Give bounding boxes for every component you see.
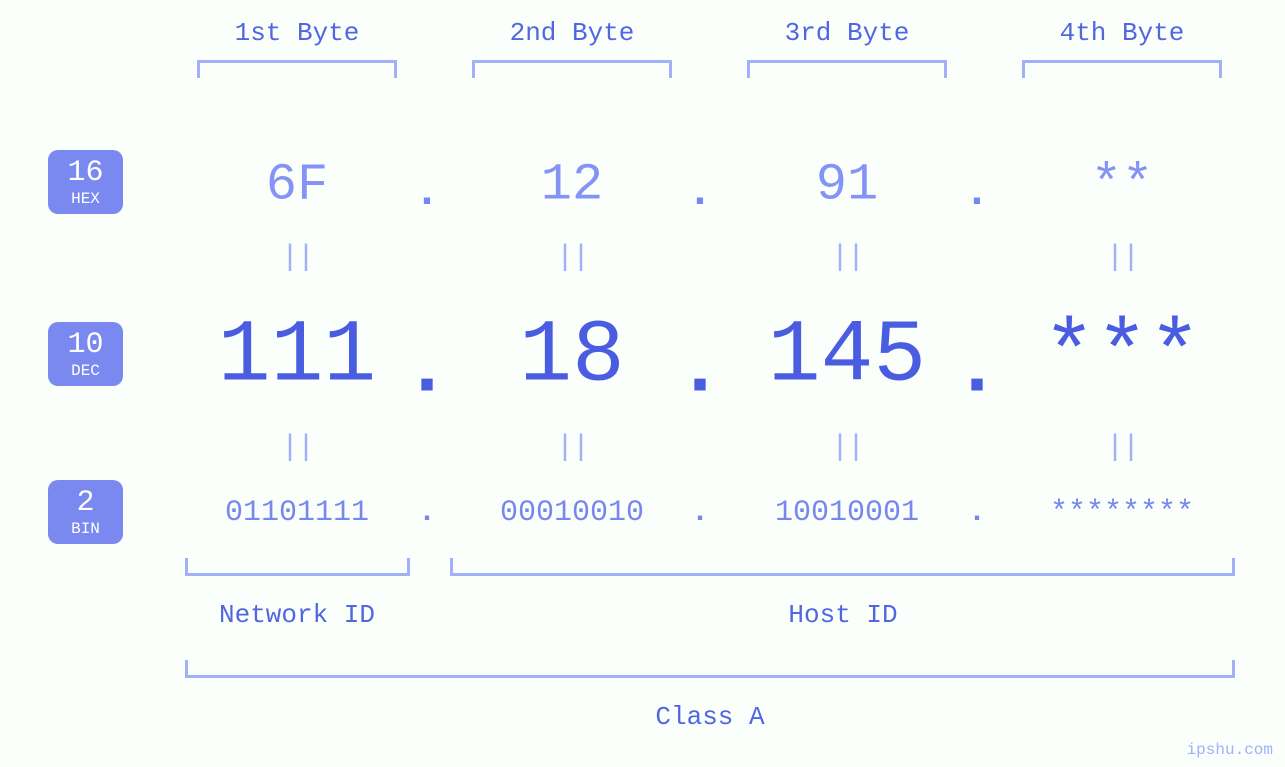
bin-byte-4: ******** — [1050, 496, 1194, 530]
badge-dec-name: DEC — [48, 362, 123, 380]
hex-dot-1: . — [414, 168, 440, 218]
eq-icon: || — [556, 241, 588, 275]
network-id-label: Network ID — [219, 600, 375, 630]
hex-dot-3: . — [964, 168, 990, 218]
dec-byte-3: 145 — [768, 308, 926, 407]
byte-label-4: 4th Byte — [1060, 18, 1185, 48]
hex-byte-3: 91 — [816, 156, 878, 215]
host-id-label: Host ID — [788, 600, 897, 630]
bin-byte-1: 01101111 — [225, 496, 369, 530]
badge-dec-num: 10 — [48, 330, 123, 360]
bin-byte-3: 10010001 — [775, 496, 919, 530]
hex-dot-2: . — [687, 168, 713, 218]
eq-icon: || — [831, 241, 863, 275]
top-bracket-1 — [197, 60, 397, 78]
hex-byte-2: 12 — [541, 156, 603, 215]
bin-dot-2: . — [691, 496, 709, 530]
badge-hex: 16 HEX — [48, 150, 123, 214]
badge-hex-num: 16 — [48, 158, 123, 188]
eq-icon: || — [556, 431, 588, 465]
dec-dot-1: . — [403, 325, 451, 416]
badge-hex-name: HEX — [48, 190, 123, 208]
watermark: ipshu.com — [1187, 741, 1273, 759]
badge-bin-name: BIN — [48, 520, 123, 538]
class-bracket — [185, 660, 1235, 678]
dec-byte-1: 111 — [218, 308, 376, 407]
ip-diagram: 1st Byte 2nd Byte 3rd Byte 4th Byte 16 H… — [0, 0, 1285, 767]
dec-dot-2: . — [676, 325, 724, 416]
host-id-bracket — [450, 558, 1235, 576]
badge-bin-num: 2 — [48, 488, 123, 518]
class-label: Class A — [655, 702, 764, 732]
top-bracket-3 — [747, 60, 947, 78]
hex-byte-1: 6F — [266, 156, 328, 215]
bin-dot-1: . — [418, 496, 436, 530]
top-bracket-2 — [472, 60, 672, 78]
bin-dot-3: . — [968, 496, 986, 530]
byte-label-2: 2nd Byte — [510, 18, 635, 48]
hex-byte-4: ** — [1091, 156, 1153, 215]
bin-byte-2: 00010010 — [500, 496, 644, 530]
byte-label-3: 3rd Byte — [785, 18, 910, 48]
top-bracket-4 — [1022, 60, 1222, 78]
network-id-bracket — [185, 558, 410, 576]
byte-label-1: 1st Byte — [235, 18, 360, 48]
badge-bin: 2 BIN — [48, 480, 123, 544]
eq-icon: || — [1106, 431, 1138, 465]
dec-dot-3: . — [953, 325, 1001, 416]
dec-byte-2: 18 — [519, 308, 625, 407]
dec-byte-4: *** — [1043, 308, 1201, 407]
eq-icon: || — [1106, 241, 1138, 275]
eq-icon: || — [831, 431, 863, 465]
badge-dec: 10 DEC — [48, 322, 123, 386]
eq-icon: || — [281, 431, 313, 465]
eq-icon: || — [281, 241, 313, 275]
